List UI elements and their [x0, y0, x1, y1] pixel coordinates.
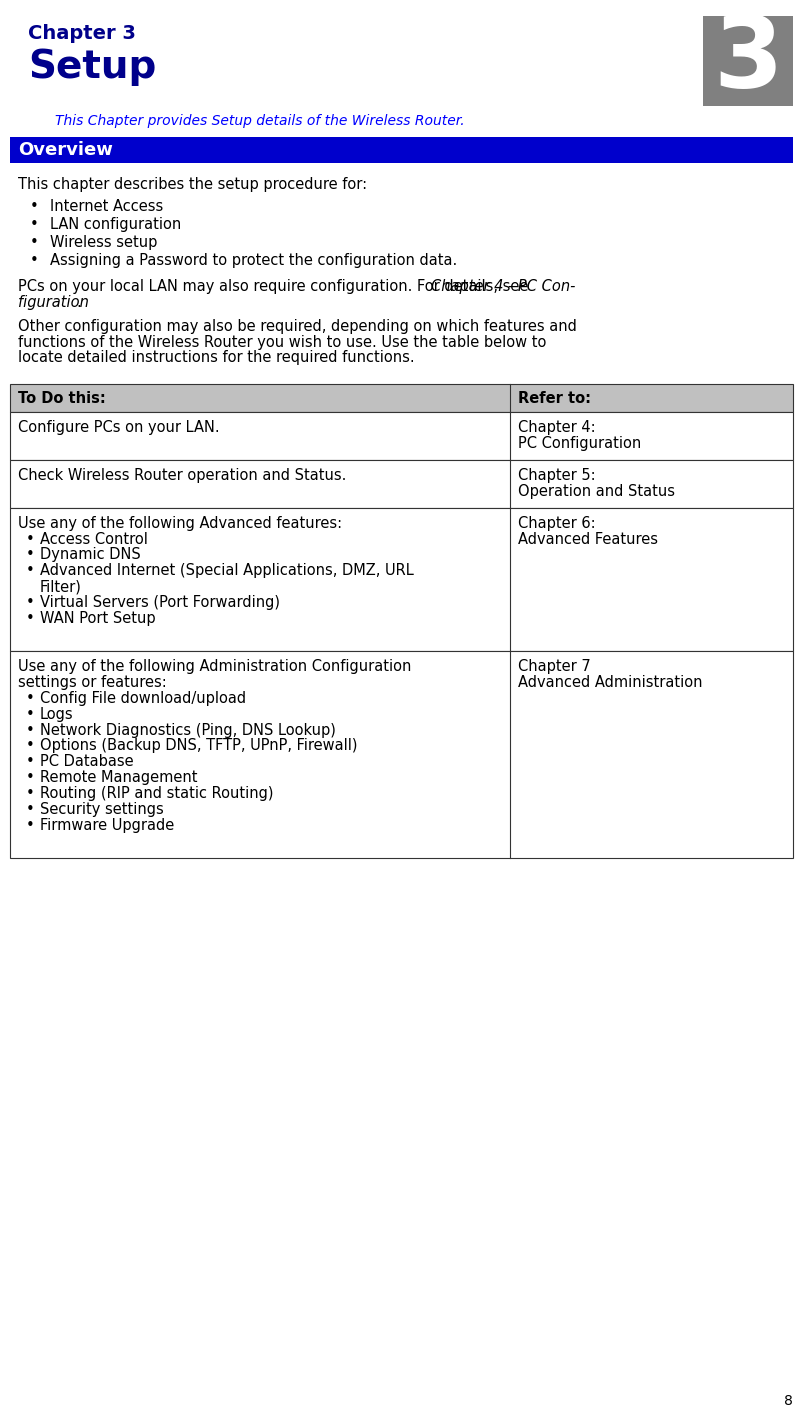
Text: •: • [26, 771, 34, 785]
Text: 3: 3 [712, 13, 782, 109]
Text: •: • [30, 199, 38, 215]
Text: Chapter 4:: Chapter 4: [517, 419, 595, 435]
Text: Options (Backup DNS, TFTP, UPnP, Firewall): Options (Backup DNS, TFTP, UPnP, Firewal… [40, 738, 357, 754]
Text: Setup: Setup [28, 48, 156, 86]
Text: •: • [26, 611, 34, 626]
FancyBboxPatch shape [10, 384, 792, 412]
Text: PC Database: PC Database [40, 754, 133, 770]
Text: locate detailed instructions for the required functions.: locate detailed instructions for the req… [18, 350, 414, 366]
Text: Chapter 6:: Chapter 6: [517, 515, 595, 531]
Text: Remote Management: Remote Management [40, 771, 197, 785]
Text: •: • [26, 596, 34, 610]
Text: This chapter describes the setup procedure for:: This chapter describes the setup procedu… [18, 178, 367, 192]
Text: •: • [26, 548, 34, 562]
Text: functions of the Wireless Router you wish to use. Use the table below to: functions of the Wireless Router you wis… [18, 335, 545, 350]
Text: Check Wireless Router operation and Status.: Check Wireless Router operation and Stat… [18, 467, 346, 483]
Text: •: • [30, 253, 38, 268]
Text: Advanced Administration: Advanced Administration [517, 675, 702, 690]
FancyBboxPatch shape [10, 651, 792, 858]
Text: Routing (RIP and static Routing): Routing (RIP and static Routing) [40, 786, 273, 801]
Text: •: • [26, 706, 34, 722]
FancyBboxPatch shape [10, 508, 792, 651]
Text: •: • [26, 563, 34, 579]
Text: •: • [26, 531, 34, 546]
Text: •: • [26, 818, 34, 833]
Text: Access Control: Access Control [40, 531, 148, 546]
Text: Network Diagnostics (Ping, DNS Lookup): Network Diagnostics (Ping, DNS Lookup) [40, 723, 335, 737]
Text: Config File download/upload: Config File download/upload [40, 690, 246, 706]
Text: Chapter 5:: Chapter 5: [517, 467, 595, 483]
Text: Overview: Overview [18, 141, 113, 160]
Text: •: • [26, 786, 34, 801]
Text: Operation and Status: Operation and Status [517, 484, 674, 498]
Text: Configure PCs on your LAN.: Configure PCs on your LAN. [18, 419, 220, 435]
Text: Dynamic DNS: Dynamic DNS [40, 548, 140, 562]
Text: Wireless setup: Wireless setup [50, 234, 157, 250]
Text: Chapter 4 - PC Con-: Chapter 4 - PC Con- [431, 278, 575, 294]
Text: Other configuration may also be required, depending on which features and: Other configuration may also be required… [18, 319, 576, 333]
FancyBboxPatch shape [10, 460, 792, 508]
Text: Use any of the following Administration Configuration: Use any of the following Administration … [18, 659, 411, 674]
Text: WAN Port Setup: WAN Port Setup [40, 611, 156, 626]
Text: •: • [26, 802, 34, 818]
FancyBboxPatch shape [10, 137, 792, 164]
FancyBboxPatch shape [10, 412, 792, 460]
Text: 8: 8 [783, 1394, 792, 1408]
Text: Chapter 7: Chapter 7 [517, 659, 590, 674]
Text: Firmware Upgrade: Firmware Upgrade [40, 818, 174, 833]
Text: •: • [30, 234, 38, 250]
Text: •: • [26, 738, 34, 754]
Text: Advanced Internet (Special Applications, DMZ, URL: Advanced Internet (Special Applications,… [40, 563, 413, 579]
Text: Chapter 3: Chapter 3 [28, 24, 136, 42]
Text: Advanced Features: Advanced Features [517, 531, 657, 546]
Text: •: • [26, 690, 34, 706]
Text: .: . [76, 295, 81, 309]
Text: This Chapter provides Setup details of the Wireless Router.: This Chapter provides Setup details of t… [55, 113, 464, 127]
Text: LAN configuration: LAN configuration [50, 217, 181, 232]
Text: Assigning a Password to protect the configuration data.: Assigning a Password to protect the conf… [50, 253, 456, 268]
Text: •: • [26, 723, 34, 737]
Text: settings or features:: settings or features: [18, 675, 167, 690]
Text: figuration: figuration [18, 295, 89, 309]
Text: •: • [30, 217, 38, 232]
Text: PC Configuration: PC Configuration [517, 436, 641, 450]
Text: Filter): Filter) [40, 579, 82, 594]
Text: Security settings: Security settings [40, 802, 164, 818]
Text: Use any of the following Advanced features:: Use any of the following Advanced featur… [18, 515, 342, 531]
Text: Internet Access: Internet Access [50, 199, 163, 215]
Text: •: • [26, 754, 34, 770]
Text: Logs: Logs [40, 706, 74, 722]
Text: Virtual Servers (Port Forwarding): Virtual Servers (Port Forwarding) [40, 596, 280, 610]
FancyBboxPatch shape [702, 16, 792, 106]
Text: To Do this:: To Do this: [18, 391, 106, 407]
Text: Refer to:: Refer to: [517, 391, 590, 407]
Text: PCs on your local LAN may also require configuration. For details, see: PCs on your local LAN may also require c… [18, 278, 533, 294]
